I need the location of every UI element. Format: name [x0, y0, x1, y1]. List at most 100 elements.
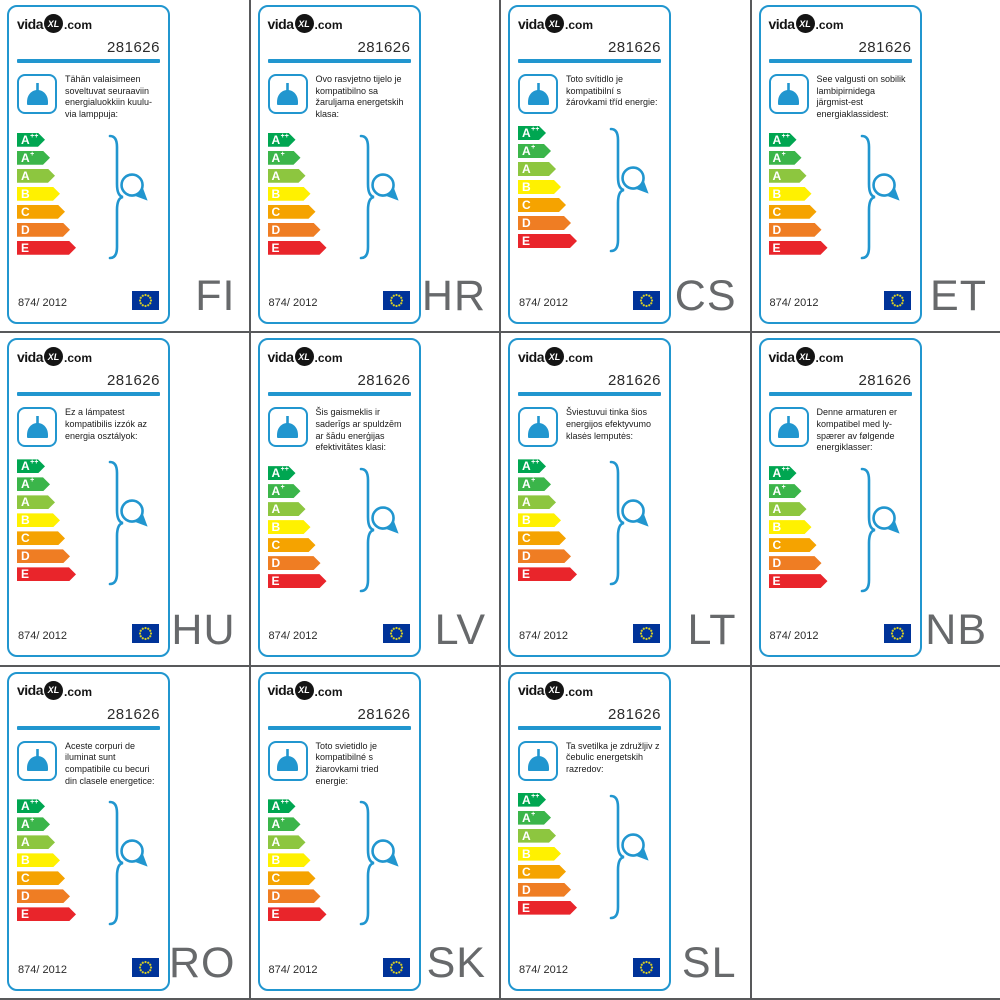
blue-divider	[267, 392, 411, 397]
product-number: 281626	[607, 39, 661, 56]
vidaxl-logo: vida XL .com	[267, 347, 411, 367]
energy-label-card: vida XL .com 281626 Šis gaismeklis ir sa…	[257, 338, 421, 658]
energy-class-arrow-A+: A +	[268, 484, 301, 498]
energy-label-card: vida XL .com 281626 Ovo rasvjetno tijelo…	[257, 5, 421, 324]
energy-class-arrow-E: E	[268, 574, 327, 588]
energy-class-arrow-B: B	[518, 847, 561, 861]
logo-text-post: .com	[64, 351, 93, 366]
product-number: 281626	[106, 39, 160, 56]
pendant-lamp-icon	[17, 74, 57, 114]
energy-class-arrow-A++: A ++	[17, 133, 45, 147]
vidaxl-logo: vida XL .com	[769, 347, 912, 367]
light-bulb-icon	[866, 500, 912, 551]
energy-class-arrow-D: D	[769, 556, 822, 570]
energy-class-arrow-D: D	[769, 223, 822, 237]
regulation-number: 874/ 2012	[268, 630, 318, 643]
vidaxl-logo: vida XL .com	[769, 14, 912, 33]
energy-class-arrow-E: E	[17, 241, 76, 255]
energy-class-arrow-A+: A +	[17, 817, 50, 831]
light-bulb-icon	[866, 167, 912, 218]
vidaxl-logo-badge: XL	[795, 347, 815, 367]
regulation-number: 874/ 2012	[18, 963, 67, 976]
energy-class-arrow-D: D	[518, 883, 571, 897]
energy-label-card: vida XL .com 281626 Šviestuvui tinka šio…	[508, 338, 671, 658]
energy-class-arrow-E: E	[769, 574, 828, 588]
energy-class-scale: A ++ A + A B C D E	[518, 793, 661, 921]
light-bulb-icon	[365, 833, 411, 884]
vidaxl-logo: vida XL .com	[518, 14, 661, 33]
energy-class-arrow-E: E	[17, 567, 76, 581]
vidaxl-logo-badge: XL	[294, 680, 314, 700]
energy-class-arrow-B: B	[769, 520, 812, 534]
regulation-number: 874/ 2012	[519, 630, 568, 643]
grid-cell: vida XL .com 281626 Ovo rasvjetno tijelo…	[250, 0, 499, 332]
curly-brace-icon	[358, 134, 376, 265]
product-number: 281626	[607, 372, 661, 390]
grid-cell: vida XL .com 281626 See valgusti on sobi…	[751, 0, 1000, 332]
logo-text-pre: vida	[768, 15, 796, 32]
curly-brace-icon	[358, 800, 376, 931]
logo-text-pre: vida	[267, 348, 295, 365]
light-bulb-icon	[615, 493, 661, 544]
regulation-number: 874/ 2012	[769, 630, 819, 643]
energy-class-arrow-A: A	[268, 502, 306, 516]
pendant-lamp-icon	[17, 407, 57, 448]
logo-text-post: .com	[314, 684, 343, 699]
blue-divider	[518, 725, 661, 730]
pendant-lamp-icon	[17, 740, 57, 781]
product-number: 281626	[106, 372, 160, 390]
curly-brace-icon	[608, 127, 626, 258]
logo-text-post: .com	[64, 18, 93, 32]
energy-class-arrow-A++: A ++	[268, 466, 296, 480]
logo-text-post: .com	[815, 351, 844, 366]
light-bulb-icon	[615, 827, 661, 878]
energy-class-arrow-A++: A ++	[17, 459, 45, 473]
language-code: CS	[674, 272, 737, 321]
energy-class-arrow-A+: A +	[268, 817, 301, 831]
energy-class-arrow-B: B	[17, 187, 60, 201]
energy-class-arrows: A ++ A + A B C D E	[518, 459, 661, 581]
energy-class-arrow-A: A	[769, 502, 807, 516]
compatibility-text: Tähän valaisimeen soveltuvat seuraaviin …	[65, 74, 153, 120]
energy-class-arrows: A ++ A + A B C D E	[268, 133, 411, 255]
language-code: FI	[195, 272, 236, 321]
energy-class-arrows: A ++ A + A B C D E	[17, 799, 160, 921]
energy-class-arrows: A ++ A + A B C D E	[268, 799, 411, 921]
regulation-number: 874/ 2012	[519, 963, 568, 976]
energy-class-arrows: A ++ A + A B C D E	[769, 466, 912, 588]
vidaxl-logo: vida XL .com	[17, 680, 160, 700]
pendant-lamp-icon	[518, 74, 558, 114]
logo-text-pre: vida	[267, 15, 295, 32]
energy-class-arrow-B: B	[518, 180, 561, 194]
energy-class-arrow-A++: A ++	[268, 133, 296, 147]
energy-class-arrow-D: D	[268, 889, 321, 903]
product-number: 281626	[357, 372, 411, 390]
energy-class-arrows: A ++ A + A B C D E	[17, 133, 160, 255]
energy-class-arrows: A ++ A + A B C D E	[518, 793, 661, 915]
eu-flag-icon	[883, 624, 911, 648]
eu-flag-icon	[382, 624, 410, 648]
energy-class-arrow-A: A	[769, 169, 807, 183]
compatibility-text: Aceste corpuri de iluminat sunt compatib…	[65, 740, 155, 786]
energy-class-scale: A ++ A + A B C D E	[268, 133, 411, 261]
energy-class-arrow-B: B	[518, 513, 561, 527]
energy-class-arrow-D: D	[268, 223, 321, 237]
energy-class-arrow-C: C	[268, 538, 316, 552]
language-code: RO	[169, 939, 236, 987]
compatibility-text: Ez a lámpatest kompatibilis izzók az ene…	[65, 407, 148, 441]
pendant-lamp-icon	[267, 740, 308, 781]
energy-class-arrow-A+: A +	[268, 151, 301, 165]
curly-brace-icon	[358, 467, 376, 598]
energy-class-arrow-C: C	[17, 871, 65, 885]
energy-class-arrows: A ++ A + A B C D E	[518, 126, 661, 248]
energy-class-arrow-A: A	[518, 829, 556, 843]
light-bulb-icon	[114, 167, 160, 218]
logo-text-post: .com	[314, 18, 343, 32]
vidaxl-logo: vida XL .com	[17, 14, 160, 33]
energy-class-arrow-A++: A ++	[268, 799, 296, 813]
energy-class-scale: A ++ A + A B C D E	[17, 459, 160, 587]
energy-class-arrow-A: A	[268, 835, 306, 849]
compatibility-text: Šis gaismeklis ir saderīgs ar spuldzēm a…	[315, 407, 402, 453]
logo-text-pre: vida	[17, 15, 44, 32]
energy-label-card: vida XL .com 281626 Denne armaturen er k…	[758, 338, 922, 658]
